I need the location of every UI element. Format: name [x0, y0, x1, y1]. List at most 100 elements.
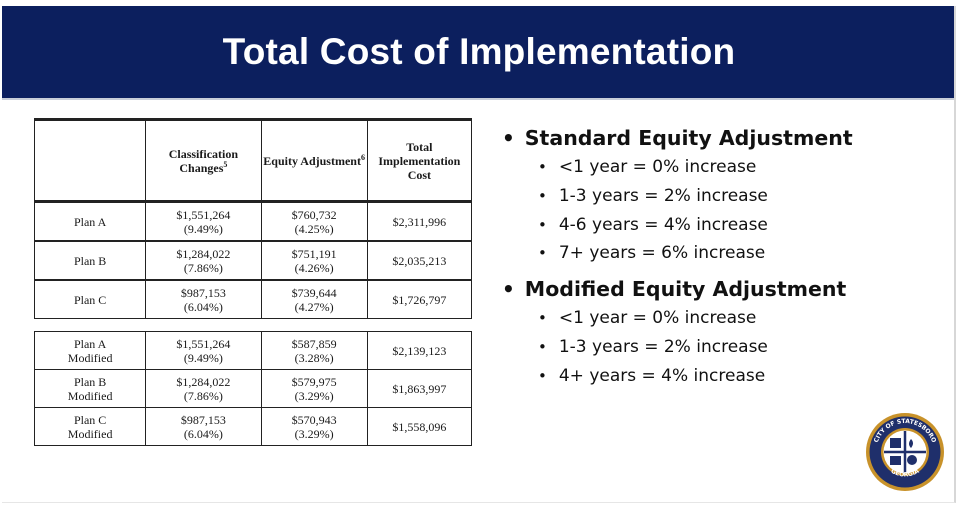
- equity-cell-value: $739,644: [291, 285, 337, 300]
- bullet-section: • Modified Equity Adjustment • <1 year = 0%…: [502, 274, 942, 390]
- bullet-item-label: 4+ years = 4% increase: [558, 365, 766, 386]
- plan-cell: Plan B: [33, 240, 147, 281]
- bullet-item-label: 1-3 years = 2% increase: [558, 185, 768, 206]
- classification-footnote: 5: [223, 159, 228, 169]
- bullet-section-label: Standard Equity Adjustment: [524, 126, 853, 150]
- total-cell: $2,311,996: [366, 200, 473, 242]
- plan-cell-value: Plan A: [73, 214, 107, 229]
- equity-cell-detail: (4.27%): [294, 299, 334, 314]
- classification-cell-value: $987,153: [180, 412, 226, 427]
- header-classification: Classification Changes5: [145, 119, 262, 202]
- city-seal-logo: CITY OF STATESBORO GEORGIA: [866, 413, 944, 491]
- classification-cell: $1,284,022 (7.86%): [145, 369, 262, 408]
- bullet-item-label: <1 year = 0% increase: [558, 308, 757, 329]
- classification-cell-detail: (9.49%): [183, 221, 223, 236]
- equity-cell: $570,943 (3.29%): [260, 407, 368, 446]
- equity-cell-value: $751,191: [291, 246, 337, 261]
- classification-cell-value: $1,551,264: [176, 207, 231, 222]
- bullet-section-label: Modified Equity Adjustment: [524, 277, 847, 302]
- total-cell: $1,863,997: [366, 369, 473, 408]
- bullet-item: • <1 year = 0% increase: [502, 304, 942, 333]
- bullet-item: • 1-3 years = 2% increase: [502, 333, 942, 362]
- table-row: Plan A $1,551,264 (9.49%) $760,732 (4.25%) $2…: [33, 200, 473, 242]
- classification-cell-value: $1,284,022: [176, 246, 231, 261]
- equity-cell-detail: (3.29%): [294, 388, 334, 403]
- equity-cell-detail: (4.25%): [294, 221, 334, 236]
- bullet-dot-icon: •: [538, 158, 547, 176]
- bullet-dot-icon: •: [538, 366, 547, 385]
- classification-cell: $1,284,022 (7.86%): [145, 240, 262, 281]
- classification-cell: $987,153 (6.04%): [145, 407, 262, 446]
- equity-cell-value: $579,975: [291, 374, 337, 389]
- header-plan: [33, 119, 147, 202]
- table-row: Plan C $987,153 (6.04%) $739,644 (4.27%) $1,7…: [33, 279, 473, 319]
- equity-cell: $739,644 (4.27%): [260, 279, 368, 319]
- total-cell: $1,558,096: [366, 407, 473, 446]
- equity-cell: $587,859 (3.28%): [260, 331, 368, 370]
- total-cell-value: $1,558,096: [392, 419, 447, 434]
- bullet-dot-icon: •: [538, 337, 547, 356]
- plan-cell-value: Plan B: [73, 253, 107, 268]
- bullet-item: • 4-6 years = 4% increase: [502, 211, 942, 240]
- bullet-item-label: 1-3 years = 2% increase: [558, 336, 768, 357]
- seal-bottom-text: GEORGIA: [890, 468, 921, 479]
- total-cell-value: $2,311,996: [392, 214, 447, 229]
- classification-cell-detail: (9.49%): [183, 350, 223, 365]
- seal-building-icon: [890, 438, 901, 448]
- classification-cell-detail: (7.86%): [183, 260, 223, 275]
- total-cell-value: $2,035,213: [392, 253, 447, 268]
- plan-cell-value: Plan C: [73, 292, 107, 307]
- header-equity: Equity Adjustment6: [260, 119, 368, 202]
- equity-bullets: • Standard Equity Adjustment • <1 year = 0%…: [502, 123, 942, 397]
- equity-cell-value: $760,732: [291, 207, 337, 222]
- classification-cell: $1,551,264 (9.49%): [145, 331, 262, 370]
- bullet-section-title: • Modified Equity Adjustment: [502, 274, 942, 304]
- plan-cell: Plan C Modified: [33, 407, 147, 446]
- seal-leaf-icon: [909, 439, 913, 448]
- bullet-dot-icon: •: [502, 277, 515, 302]
- total-cell: $1,726,797: [366, 279, 473, 319]
- total-cell-value: $1,863,997: [392, 381, 447, 396]
- total-cell-value: $2,139,123: [392, 343, 447, 358]
- bullet-dot-icon: •: [538, 215, 547, 234]
- classification-cell: $987,153 (6.04%): [145, 279, 262, 319]
- equity-cell-detail: (4.26%): [294, 260, 334, 275]
- total-cell-value: $1,726,797: [392, 292, 447, 307]
- table-row-modified: Plan B Modified $1,284,022 (7.86%) $579,975(…: [33, 369, 473, 408]
- bullet-dot-icon: •: [538, 186, 547, 205]
- bullet-section-title: • Standard Equity Adjustment: [502, 123, 942, 153]
- classification-cell-detail: (6.04%): [183, 299, 223, 314]
- table-gap: [34, 318, 472, 332]
- total-cell: $2,035,213: [366, 240, 473, 281]
- plan-cell-value: Plan C: [73, 412, 107, 427]
- plan-cell: Plan A: [33, 200, 147, 242]
- equity-cell-value: $570,943: [291, 412, 337, 427]
- bullet-section: • Standard Equity Adjustment • <1 year = 0%…: [502, 123, 942, 268]
- title-bar: Total Cost of Implementation: [2, 6, 956, 98]
- equity-cell-detail: (3.28%): [294, 350, 334, 365]
- equity-cell-detail: (3.29%): [294, 426, 334, 441]
- bullet-item-label: <1 year = 0% increase: [558, 157, 757, 177]
- classification-cell-value: $1,551,264: [176, 336, 231, 351]
- equity-cell: $579,975 (3.29%): [260, 369, 368, 408]
- header-total: Total Implementation Cost: [366, 119, 473, 202]
- classification-cell-value: $1,284,022: [176, 374, 231, 389]
- bullet-item: • 1-3 years = 2% increase: [502, 182, 942, 211]
- bullet-item-label: 4-6 years = 4% increase: [558, 214, 768, 235]
- header-classification-label: Classification Changes: [168, 146, 239, 175]
- seal-school-icon: [890, 456, 901, 465]
- plan-cell-value: Plan A: [73, 336, 107, 351]
- equity-cell-value: $587,859: [291, 336, 337, 351]
- equity-cell: $760,732 (4.25%): [260, 200, 368, 242]
- bullet-item: • 7+ years = 6% increase: [502, 239, 942, 268]
- page-title: Total Cost of Implementation: [222, 31, 736, 72]
- plan-cell-detail: Modified: [67, 350, 113, 365]
- total-cell: $2,139,123: [366, 331, 473, 370]
- plan-cell-value: Plan B: [73, 374, 107, 389]
- header-divider: [2, 98, 956, 100]
- plan-cell-detail: Modified: [67, 388, 113, 403]
- plan-cell: Plan B Modified: [33, 369, 147, 408]
- bullet-item: • 4+ years = 4% increase: [502, 362, 942, 391]
- plan-cell: Plan A Modified: [33, 331, 147, 370]
- bullet-item: • <1 year = 0% increase: [502, 153, 942, 182]
